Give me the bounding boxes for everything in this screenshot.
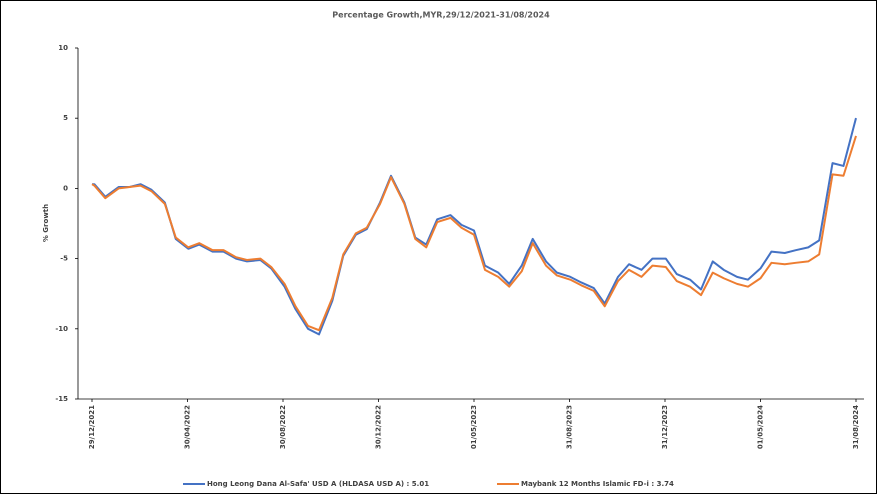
y-tick-label: 10 <box>58 44 68 52</box>
series-line <box>91 135 857 332</box>
y-axis-label: % Growth <box>42 204 50 242</box>
x-tick-label: 30/08/2022 <box>279 405 287 449</box>
x-tick-label: 31/12/2023 <box>661 405 669 449</box>
x-tick-label: 30/12/2022 <box>375 405 383 449</box>
legend-label: Hong Leong Dana Al-Safa' USD A (HLDASA U… <box>207 480 429 488</box>
x-tick-label: 30/04/2022 <box>184 405 192 449</box>
legend-label: Maybank 12 Months Islamic FD-i : 3.74 <box>521 480 674 488</box>
series-line <box>92 117 857 336</box>
y-tick-label: -10 <box>55 325 68 333</box>
y-tick-label: 0 <box>63 184 68 192</box>
x-tick-label: 01/05/2023 <box>470 405 478 449</box>
y-tick-label: -15 <box>55 395 68 403</box>
x-tick-label: 01/05/2024 <box>757 405 765 449</box>
y-tick-label: 5 <box>63 114 68 122</box>
y-tick-label: -5 <box>60 255 68 263</box>
x-tick-label: 31/08/2023 <box>566 405 574 449</box>
x-tick-label: 29/12/2021 <box>88 405 96 449</box>
x-tick-label: 31/08/2024 <box>852 405 860 449</box>
chart-title: Percentage Growth,MYR,29/12/2021-31/08/2… <box>332 11 550 20</box>
